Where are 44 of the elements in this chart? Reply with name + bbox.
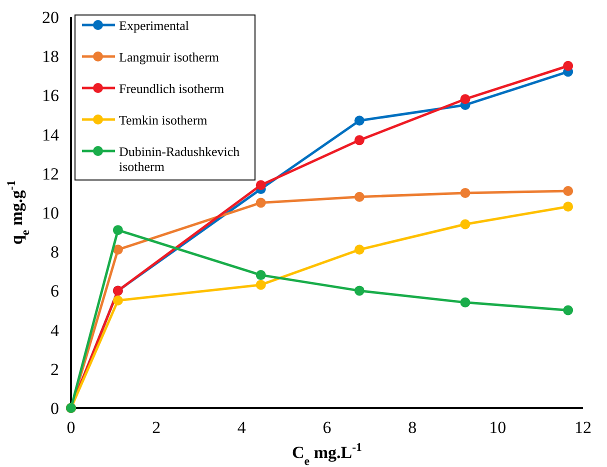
y-tick-label: 16	[42, 86, 59, 106]
y-tick-label: 6	[50, 282, 59, 301]
x-tick-label: 12	[574, 418, 592, 437]
legend-label: Temkin isotherm	[119, 112, 208, 128]
legend-label: Experimental	[119, 18, 190, 33]
point	[460, 297, 470, 308]
point	[112, 244, 123, 255]
x-tick-label: 2	[152, 418, 161, 437]
legend-label: Freundlich isotherm	[119, 81, 224, 96]
point	[460, 94, 470, 104]
y-tick-label: 18	[42, 47, 59, 66]
point	[256, 198, 266, 208]
y-tick-label: 8	[50, 242, 59, 262]
point	[563, 60, 574, 71]
x-tick-label: 0	[66, 418, 76, 437]
point	[354, 244, 364, 255]
y-tick-label: 14	[42, 125, 60, 144]
legend-label: Langmuir isotherm	[119, 50, 220, 64]
point	[460, 188, 470, 198]
point	[354, 286, 364, 296]
x-tick-label: 10	[489, 418, 506, 437]
point	[256, 280, 266, 290]
point	[354, 192, 364, 202]
x-axis-title: C$_{e}$ mg.L$^{-1}$	[292, 440, 362, 467]
y-tick-label: 4	[50, 320, 60, 340]
legend-label: Dubinin-Radushkevich isotherm	[119, 144, 240, 174]
point	[354, 135, 364, 146]
x-tick-label: 6	[322, 418, 332, 437]
y-tick-label: 0	[50, 399, 59, 418]
y-tick-label: 2	[50, 360, 59, 379]
point	[354, 116, 364, 126]
point	[112, 225, 123, 236]
y-tick-label: 20	[42, 8, 59, 27]
x-tick-label: 4	[237, 418, 246, 437]
point	[256, 270, 266, 280]
point	[460, 219, 470, 230]
point	[256, 180, 266, 190]
y-tick-label: 10	[42, 204, 59, 222]
point	[563, 202, 574, 212]
point	[563, 186, 574, 196]
y-tick-label: 12	[42, 164, 59, 184]
point	[112, 295, 123, 306]
x-tick-label: 8	[408, 418, 417, 437]
point	[563, 305, 574, 316]
